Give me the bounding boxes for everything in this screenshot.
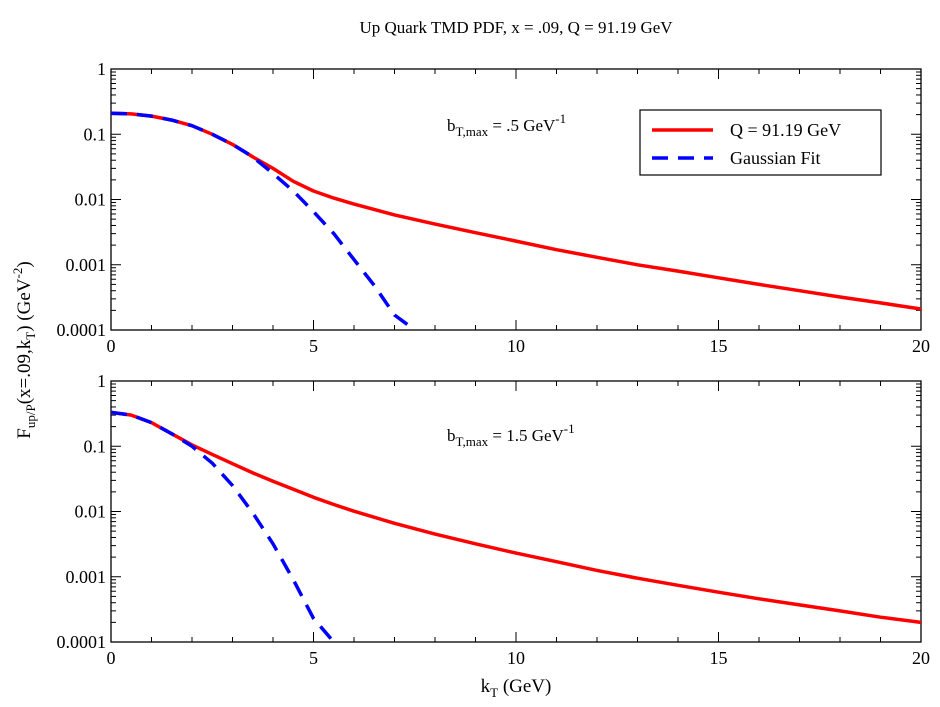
x-axis-label-unit: (GeV): [498, 676, 551, 697]
y-tick-label: 0.01: [75, 190, 107, 210]
legend: Q = 91.19 GeV Gaussian Fit: [639, 109, 882, 176]
annotation-part: b: [447, 426, 456, 445]
annotation-part: T,max: [456, 124, 489, 139]
chart-title: Up Quark TMD PDF, x = .09, Q = 91.19 GeV: [359, 18, 673, 37]
y-axis-label-main: F: [14, 428, 35, 439]
x-tick-label: 0: [107, 336, 116, 356]
y-axis-label-subscript-2: T: [23, 332, 38, 340]
annotation-part: T,max: [456, 434, 489, 449]
x-tick-label: 15: [710, 336, 728, 356]
series-line-q-91-19: [111, 410, 921, 625]
legend-box: [639, 109, 882, 176]
x-axis-label-main: k: [481, 676, 491, 697]
annotation-part: = 1.5 GeV: [488, 426, 564, 445]
y-tick-label: 0.001: [66, 567, 107, 587]
y-tick-label: 0.0001: [57, 320, 107, 340]
x-tick-label: 0: [107, 648, 116, 668]
annotation-part: -1: [555, 111, 566, 126]
y-tick-label: 0.01: [75, 502, 107, 522]
annotation-part: -1: [564, 421, 575, 436]
y-tick-label: 1: [97, 59, 106, 79]
legend-label-gaussian: Gaussian Fit: [730, 148, 821, 168]
y-axis-label-subscript: up/P: [23, 404, 38, 428]
panel-annotation: bT,max = .5 GeV-1: [447, 111, 566, 139]
y-axis-label-middle: (x=.09,k: [14, 339, 35, 404]
y-tick-label: 0.0001: [57, 632, 107, 652]
x-tick-label: 20: [912, 648, 930, 668]
x-axis-label-subscript: T: [490, 685, 498, 700]
series-line-gaussian-fit: [111, 111, 416, 330]
y-tick-label: 0.1: [84, 436, 107, 456]
legend-label-q: Q = 91.19 GeV: [730, 120, 841, 140]
x-tick-label: 10: [507, 648, 525, 668]
x-tick-label: 20: [912, 336, 930, 356]
y-tick-label: 0.001: [66, 255, 107, 275]
series-group: [111, 111, 921, 330]
x-tick-label: 5: [309, 648, 318, 668]
y-axis-label-superscript: -2: [10, 268, 25, 279]
y-tick-label: 0.1: [84, 124, 107, 144]
x-axis-label: kT (GeV): [481, 676, 552, 700]
series-group: [111, 410, 921, 642]
upper-panel: 0 5 10 15 20 0.0001 0.001 0.01 0.1 1 bT,max = .5 G…: [57, 59, 931, 356]
series-line-gaussian-fit: [111, 410, 336, 642]
annotation-part: = .5 GeV: [488, 116, 556, 135]
annotation-part: b: [447, 116, 456, 135]
panel-annotation: bT,max = 1.5 GeV-1: [447, 421, 575, 449]
plot-frame: [110, 380, 922, 643]
y-axis-label: Fup/P(x=.09,kT) (GeV-2): [10, 261, 38, 438]
y-axis-label-close: ): [14, 261, 35, 267]
x-tick-label: 10: [507, 336, 525, 356]
y-tick-label: 1: [97, 371, 106, 391]
lower-panel: 0 5 10 15 20 0.0001 0.001 0.01 0.1 1 bT,max = 1.5 …: [57, 371, 931, 668]
x-tick-label: 5: [309, 336, 318, 356]
x-tick-label: 15: [710, 648, 728, 668]
y-axis-label-unit: ) (GeV: [14, 278, 35, 332]
